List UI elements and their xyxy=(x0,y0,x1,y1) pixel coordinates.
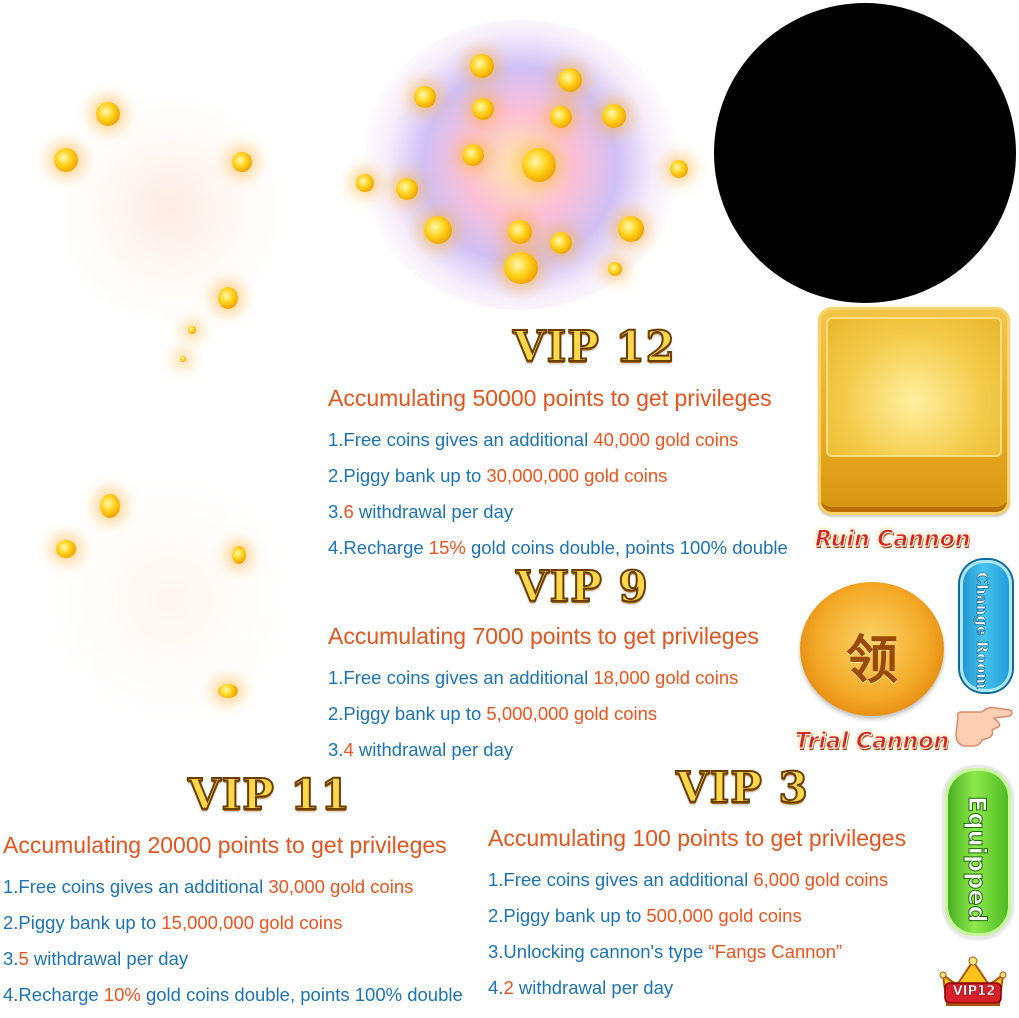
coin-icon xyxy=(232,546,246,564)
ruin-cannon-panel[interactable] xyxy=(818,307,1010,515)
vip11-line-3: 3.5 withdrawal per day xyxy=(3,948,189,969)
vip3-title: VIP 3 xyxy=(675,763,809,812)
vip12-line-4: 4.Recharge 15% gold coins double, points… xyxy=(328,537,788,558)
coin-icon xyxy=(462,144,484,166)
coin-burst-small-bottom xyxy=(20,470,320,730)
vip11-line-4: 4.Recharge 10% gold coins double, points… xyxy=(3,984,463,1005)
vip-badge: VIP12 xyxy=(933,953,1013,1013)
coin-icon xyxy=(522,148,556,182)
coin-icon xyxy=(96,102,120,126)
vip3-line-1: 1.Free coins gives an additional 6,000 g… xyxy=(488,869,889,890)
vip12-title: VIP 12 xyxy=(512,322,676,371)
coin-icon xyxy=(54,148,78,172)
coin-icon xyxy=(180,356,186,362)
coin-icon xyxy=(100,494,120,518)
vip3-line-3: 3.Unlocking cannon's type “Fangs Cannon” xyxy=(488,941,843,962)
coin-icon xyxy=(56,540,76,558)
coin-icon xyxy=(470,54,494,78)
vip11-line-2: 2.Piggy bank up to 15,000,000 gold coins xyxy=(3,912,343,933)
vip-badge-text: VIP12 xyxy=(952,984,996,999)
claim-glyph: 领 xyxy=(845,631,898,691)
vip9-line-3: 3.4 withdrawal per day xyxy=(328,739,514,760)
change-room-button[interactable]: Change Room xyxy=(960,560,1012,692)
coin-icon xyxy=(356,174,374,192)
vip12-heading: Accumulating 50000 points to get privile… xyxy=(328,385,772,411)
vip12-line-1: 1.Free coins gives an additional 40,000 … xyxy=(328,429,739,450)
ruin-cannon-label: Ruin Cannon xyxy=(814,527,971,552)
vip9-title: VIP 9 xyxy=(515,562,649,611)
vip11-line-1: 1.Free coins gives an additional 30,000 … xyxy=(3,876,414,897)
equipped-button[interactable]: Equipped xyxy=(945,768,1011,936)
coin-icon xyxy=(472,98,494,120)
vip9-line-2: 2.Piggy bank up to 5,000,000 gold coins xyxy=(328,703,658,724)
coin-burst-small-top xyxy=(20,60,320,380)
coin-burst-large xyxy=(330,10,700,320)
coin-icon xyxy=(218,287,238,309)
vip9-heading: Accumulating 7000 points to get privileg… xyxy=(328,623,759,649)
vip11-title: VIP 11 xyxy=(187,770,351,819)
ruin-cannon-frame xyxy=(826,317,1002,457)
coin-icon xyxy=(414,86,436,108)
coin-icon xyxy=(608,262,622,276)
coin-icon xyxy=(550,232,572,254)
coin-icon xyxy=(558,68,582,92)
pointing-hand-icon xyxy=(955,706,1013,747)
coin-icon xyxy=(618,216,644,242)
vip3-line-4: 4.2 withdrawal per day xyxy=(488,977,674,998)
vip3-line-2: 2.Piggy bank up to 500,000 gold coins xyxy=(488,905,802,926)
vip3-heading: Accumulating 100 points to get privilege… xyxy=(488,825,907,851)
coin-icon xyxy=(504,252,538,284)
coin-icon xyxy=(188,326,196,334)
coin-icon xyxy=(602,104,626,128)
coin-icon xyxy=(550,106,572,128)
equipped-label: Equipped xyxy=(963,796,992,924)
vip11-heading: Accumulating 20000 points to get privile… xyxy=(3,832,447,858)
crown-icon xyxy=(939,956,1007,1006)
coin-icon xyxy=(396,178,418,200)
black-circle-mask xyxy=(714,3,1016,303)
vip12-line-2: 2.Piggy bank up to 30,000,000 gold coins xyxy=(328,465,668,486)
coin-icon xyxy=(232,152,252,172)
coin-icon xyxy=(218,684,238,698)
coin-icon xyxy=(508,220,532,244)
trial-cannon-label: Trial Cannon xyxy=(794,729,950,754)
coin-icon xyxy=(670,160,688,178)
change-room-label: Change Room xyxy=(973,572,992,690)
vip9-line-1: 1.Free coins gives an additional 18,000 … xyxy=(328,667,739,688)
vip12-line-3: 3.6 withdrawal per day xyxy=(328,501,514,522)
coin-icon xyxy=(424,216,452,244)
trial-claim-button[interactable]: 领 xyxy=(800,582,944,716)
